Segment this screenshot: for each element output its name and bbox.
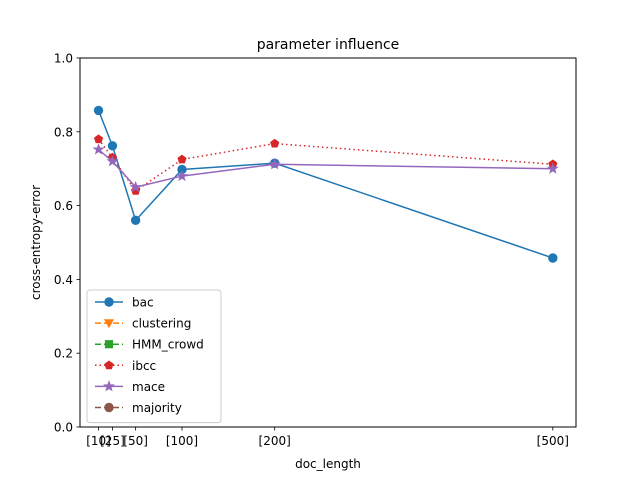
x-tick-label: [200] xyxy=(259,434,291,448)
data-point-bac xyxy=(130,215,141,226)
y-tick-label: 0.8 xyxy=(54,125,73,139)
y-tick-label: 0.0 xyxy=(54,421,73,435)
data-point-mace xyxy=(268,158,281,170)
legend-box xyxy=(86,289,222,424)
y-tick-label: 1.0 xyxy=(54,52,73,66)
legend-label: HMM_crowd xyxy=(132,338,204,352)
data-point-bac xyxy=(107,141,118,151)
y-axis-label: cross-entropy-error xyxy=(29,185,43,300)
y-tick-label: 0.6 xyxy=(54,199,73,213)
legend-marker xyxy=(104,340,114,349)
legend-item-clustering: clustering xyxy=(95,317,191,331)
data-point-mace xyxy=(129,180,142,193)
legend-item-hmm-crowd: HMM_crowd xyxy=(95,338,204,352)
series-line-bac xyxy=(97,110,554,259)
data-point-mace xyxy=(92,143,105,155)
data-point-mace xyxy=(106,155,119,167)
data-point-bac xyxy=(93,105,104,116)
legend-marker xyxy=(104,360,114,370)
y-tick-label: 0.4 xyxy=(54,273,73,287)
plot-frame xyxy=(79,57,577,428)
legend-label: ibcc xyxy=(132,359,156,373)
y-tick-label: 0.2 xyxy=(54,347,73,361)
legend-label: mace xyxy=(132,380,165,394)
data-point-ibcc xyxy=(270,138,280,148)
legend-marker xyxy=(103,380,115,392)
y-axis: 0.0 0.2 0.4 0.6 0.8 1.0 xyxy=(54,52,80,435)
legend-label: bac xyxy=(132,296,154,310)
x-tick-label: [50] xyxy=(123,434,148,448)
data-point-ibcc xyxy=(177,154,187,164)
legend-item-bac: bac xyxy=(95,296,154,310)
data-point-mace xyxy=(176,169,188,182)
x-tick-label: [10] xyxy=(86,434,111,448)
x-tick-label: [25] xyxy=(100,434,125,448)
x-axis: [10][25][50] [100] [200] [500] xyxy=(86,427,569,448)
legend-item-mace: mace xyxy=(95,380,165,394)
legend-marker xyxy=(104,297,114,307)
x-tick-label: [500] xyxy=(537,434,569,448)
series-mace xyxy=(92,143,559,193)
legend-marker xyxy=(104,402,114,413)
legend-label: majority xyxy=(132,401,182,415)
data-point-ibcc xyxy=(93,134,104,144)
data-point-mace xyxy=(546,162,559,174)
series-layer xyxy=(92,105,559,263)
legend-item-majority: majority xyxy=(95,401,182,415)
legend-label: clustering xyxy=(132,317,191,331)
chart-title: parameter influence xyxy=(257,37,400,53)
x-tick-label: [100] xyxy=(166,434,198,448)
data-point-bac xyxy=(548,253,558,263)
x-axis-label: doc_length xyxy=(295,457,361,471)
legend-item-ibcc: ibcc xyxy=(95,359,156,373)
legend-marker xyxy=(103,319,115,329)
